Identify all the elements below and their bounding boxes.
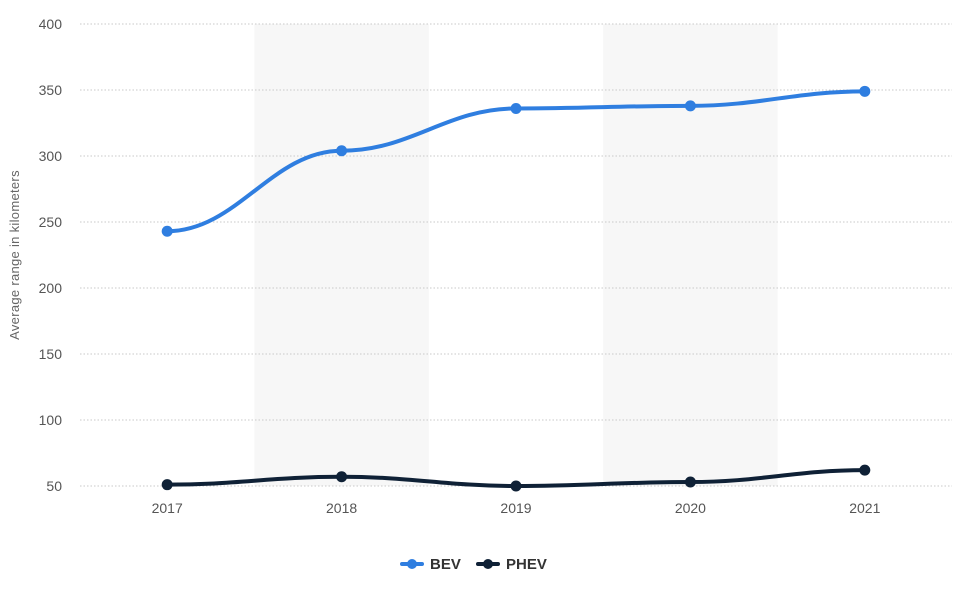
y-tick-label: 250 — [39, 214, 63, 230]
y-axis-title: Average range in kilometers — [7, 170, 22, 340]
y-tick-label: 400 — [39, 16, 63, 32]
x-tick-label: 2020 — [675, 500, 706, 516]
x-tick-label: 2017 — [152, 500, 183, 516]
y-tick-label: 150 — [39, 346, 63, 362]
legend[interactable]: BEV PHEV — [400, 556, 547, 573]
y-tick-label: 100 — [39, 412, 63, 428]
y-tick-label: 300 — [39, 148, 63, 164]
data-point[interactable] — [510, 480, 522, 492]
y-tick-label: 50 — [46, 478, 62, 494]
x-tick-label: 2019 — [500, 500, 531, 516]
data-point[interactable] — [161, 225, 173, 237]
alternate-column-bands — [254, 24, 778, 486]
x-axis-ticks: 2017 2018 2019 2020 2021 — [152, 500, 881, 516]
data-point[interactable] — [161, 479, 173, 491]
series-lines — [161, 85, 871, 492]
data-point[interactable] — [684, 476, 696, 488]
column-band — [603, 24, 778, 486]
legend-label: PHEV — [506, 556, 547, 573]
data-point[interactable] — [336, 471, 348, 483]
y-tick-label: 200 — [39, 280, 63, 296]
data-point[interactable] — [859, 464, 871, 476]
x-tick-label: 2021 — [849, 500, 880, 516]
series-phev — [161, 464, 871, 492]
data-point[interactable] — [684, 100, 696, 112]
legend-swatch-marker — [407, 559, 417, 569]
series-bev — [161, 85, 871, 237]
legend-item-phev[interactable]: PHEV — [476, 556, 547, 573]
data-point[interactable] — [510, 102, 522, 114]
column-band — [254, 24, 429, 486]
y-tick-label: 350 — [39, 82, 63, 98]
x-tick-label: 2018 — [326, 500, 357, 516]
legend-swatch-marker — [483, 559, 493, 569]
data-point[interactable] — [336, 145, 348, 157]
data-point[interactable] — [859, 85, 871, 97]
legend-item-bev[interactable]: BEV — [400, 556, 461, 573]
legend-label: BEV — [430, 556, 461, 573]
y-axis-ticks: 50 100 150 200 250 300 350 400 — [39, 16, 63, 494]
